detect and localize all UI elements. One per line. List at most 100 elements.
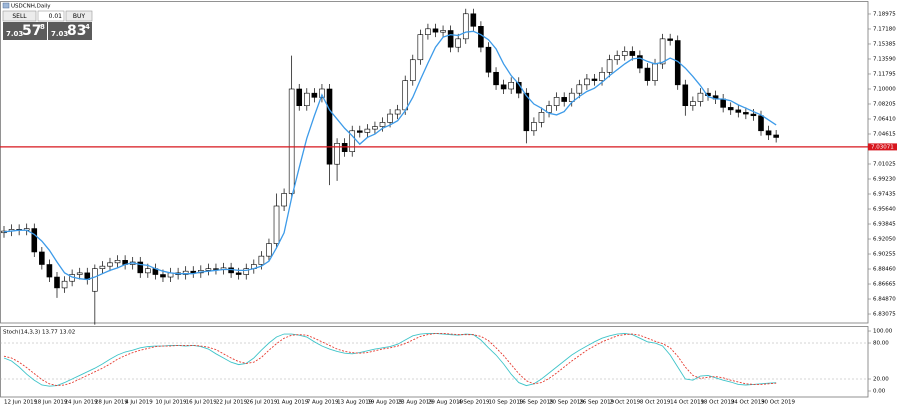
candle-body xyxy=(682,84,689,107)
candle-body xyxy=(387,113,393,123)
candle-body xyxy=(311,92,318,98)
candle-body xyxy=(447,30,454,48)
x-tick-label: 16 Jul 2019 xyxy=(186,400,218,406)
candle-body xyxy=(402,80,409,111)
candle-body xyxy=(758,115,764,132)
candle-body xyxy=(213,268,219,270)
sell-price-frac: 8 xyxy=(40,23,45,31)
sell-price-big: 7.03 xyxy=(6,30,23,38)
x-tick-label: 10 Sep 2019 xyxy=(488,400,523,406)
candle-body xyxy=(606,59,613,73)
candle-body xyxy=(523,92,530,132)
candle-body xyxy=(697,92,704,102)
candle-body xyxy=(326,88,333,165)
candle-body xyxy=(568,92,575,102)
candle-body xyxy=(319,88,325,98)
candle-body xyxy=(205,268,212,271)
x-tick-label: 18 Jun 2019 xyxy=(34,400,68,406)
candle-body xyxy=(773,134,779,138)
moving-average xyxy=(3,30,777,281)
candle-body xyxy=(92,268,98,292)
x-tick-label: 14 Oct 2019 xyxy=(670,400,705,406)
stoch-tick-label: 20.00 xyxy=(873,377,889,383)
candle-body xyxy=(379,122,386,127)
candle-body xyxy=(455,38,462,48)
x-tick-label: 18 Oct 2019 xyxy=(700,400,735,406)
price-tick-label: 7.10000 xyxy=(873,86,896,92)
candle-body xyxy=(334,143,340,165)
hline-price-label: 7.03071 xyxy=(871,144,894,150)
candle-body xyxy=(659,38,666,65)
main-plot-frame xyxy=(0,1,869,324)
candle-body xyxy=(394,109,401,115)
candle-body xyxy=(591,78,598,81)
candle-body xyxy=(644,67,651,81)
candle-body xyxy=(266,243,272,257)
candle-body xyxy=(727,107,734,111)
candle-body xyxy=(243,268,250,275)
candle-body xyxy=(720,98,726,108)
candle-body xyxy=(599,71,605,81)
stoch-tick-label: 0.00 xyxy=(873,389,886,395)
candle-body xyxy=(296,88,303,107)
candle-body xyxy=(500,84,507,90)
candle-body xyxy=(190,270,197,274)
candle-body xyxy=(531,122,537,132)
candle-body xyxy=(76,272,83,275)
price-tick-label: 6.92050 xyxy=(873,237,896,243)
x-tick-label: 12 Jun 2019 xyxy=(4,400,38,406)
x-tick-label: 7 Aug 2019 xyxy=(307,400,339,406)
price-tick-label: 7.17180 xyxy=(873,26,896,32)
candle-body xyxy=(584,78,590,86)
sell-label: SELL xyxy=(12,13,27,20)
x-tick-label: 22 Jul 2019 xyxy=(216,400,248,406)
candle-body xyxy=(637,55,643,69)
candle-body xyxy=(372,126,378,130)
price-tick-label: 6.97435 xyxy=(873,192,896,198)
stoch-line xyxy=(3,332,777,387)
candle-body xyxy=(735,109,742,113)
price-tick-label: 6.93845 xyxy=(873,222,896,228)
x-tick-label: 16 Sep 2019 xyxy=(519,400,554,406)
candle-body xyxy=(258,255,265,265)
candle-body xyxy=(690,101,696,107)
x-tick-label: 8 Oct 2019 xyxy=(640,400,671,406)
candle-body xyxy=(160,274,166,278)
stoch-plot-frame xyxy=(0,326,869,398)
candle-body xyxy=(137,261,144,274)
x-tick-label: 24 Oct 2019 xyxy=(731,400,766,406)
candle-body xyxy=(765,130,772,136)
trade-panel: SELL 0.01 BUY 7.03 57 8 7.03 83 4 xyxy=(2,10,93,40)
lot-value: 0.01 xyxy=(49,13,63,20)
candle-body xyxy=(440,30,446,33)
buy-price-big: 7.03 xyxy=(51,30,68,38)
candle-body xyxy=(470,13,477,27)
candle-body xyxy=(39,251,45,265)
candle-body xyxy=(614,55,620,61)
buy-price-box[interactable] xyxy=(48,22,92,40)
lot-field[interactable] xyxy=(37,10,65,22)
candle-body xyxy=(425,28,431,35)
stoch-title: Stoch(14,3,3) 13.77 13.02 xyxy=(3,330,75,336)
sell-price-box[interactable] xyxy=(3,22,47,40)
candle-body xyxy=(629,51,636,56)
buy-button[interactable] xyxy=(65,10,93,22)
sell-button[interactable] xyxy=(2,10,37,22)
candle-body xyxy=(145,268,151,274)
candle-body xyxy=(667,38,673,41)
price-tick-label: 6.90255 xyxy=(873,252,896,258)
x-tick-label: 29 Aug 2019 xyxy=(428,400,464,406)
x-tick-label: 13 Aug 2019 xyxy=(337,400,373,406)
candle-body xyxy=(462,13,469,40)
candle-body xyxy=(409,59,416,81)
price-tick-label: 6.95640 xyxy=(873,207,896,213)
x-tick-label: 30 Oct 2019 xyxy=(761,400,796,406)
candle-body xyxy=(652,63,658,81)
candle-body xyxy=(356,130,363,133)
candle-body xyxy=(107,262,113,267)
candle-body xyxy=(485,46,492,73)
x-tick-label: 26 Jul 2019 xyxy=(246,400,278,406)
candle-body xyxy=(508,82,514,90)
candle-body xyxy=(303,92,310,107)
